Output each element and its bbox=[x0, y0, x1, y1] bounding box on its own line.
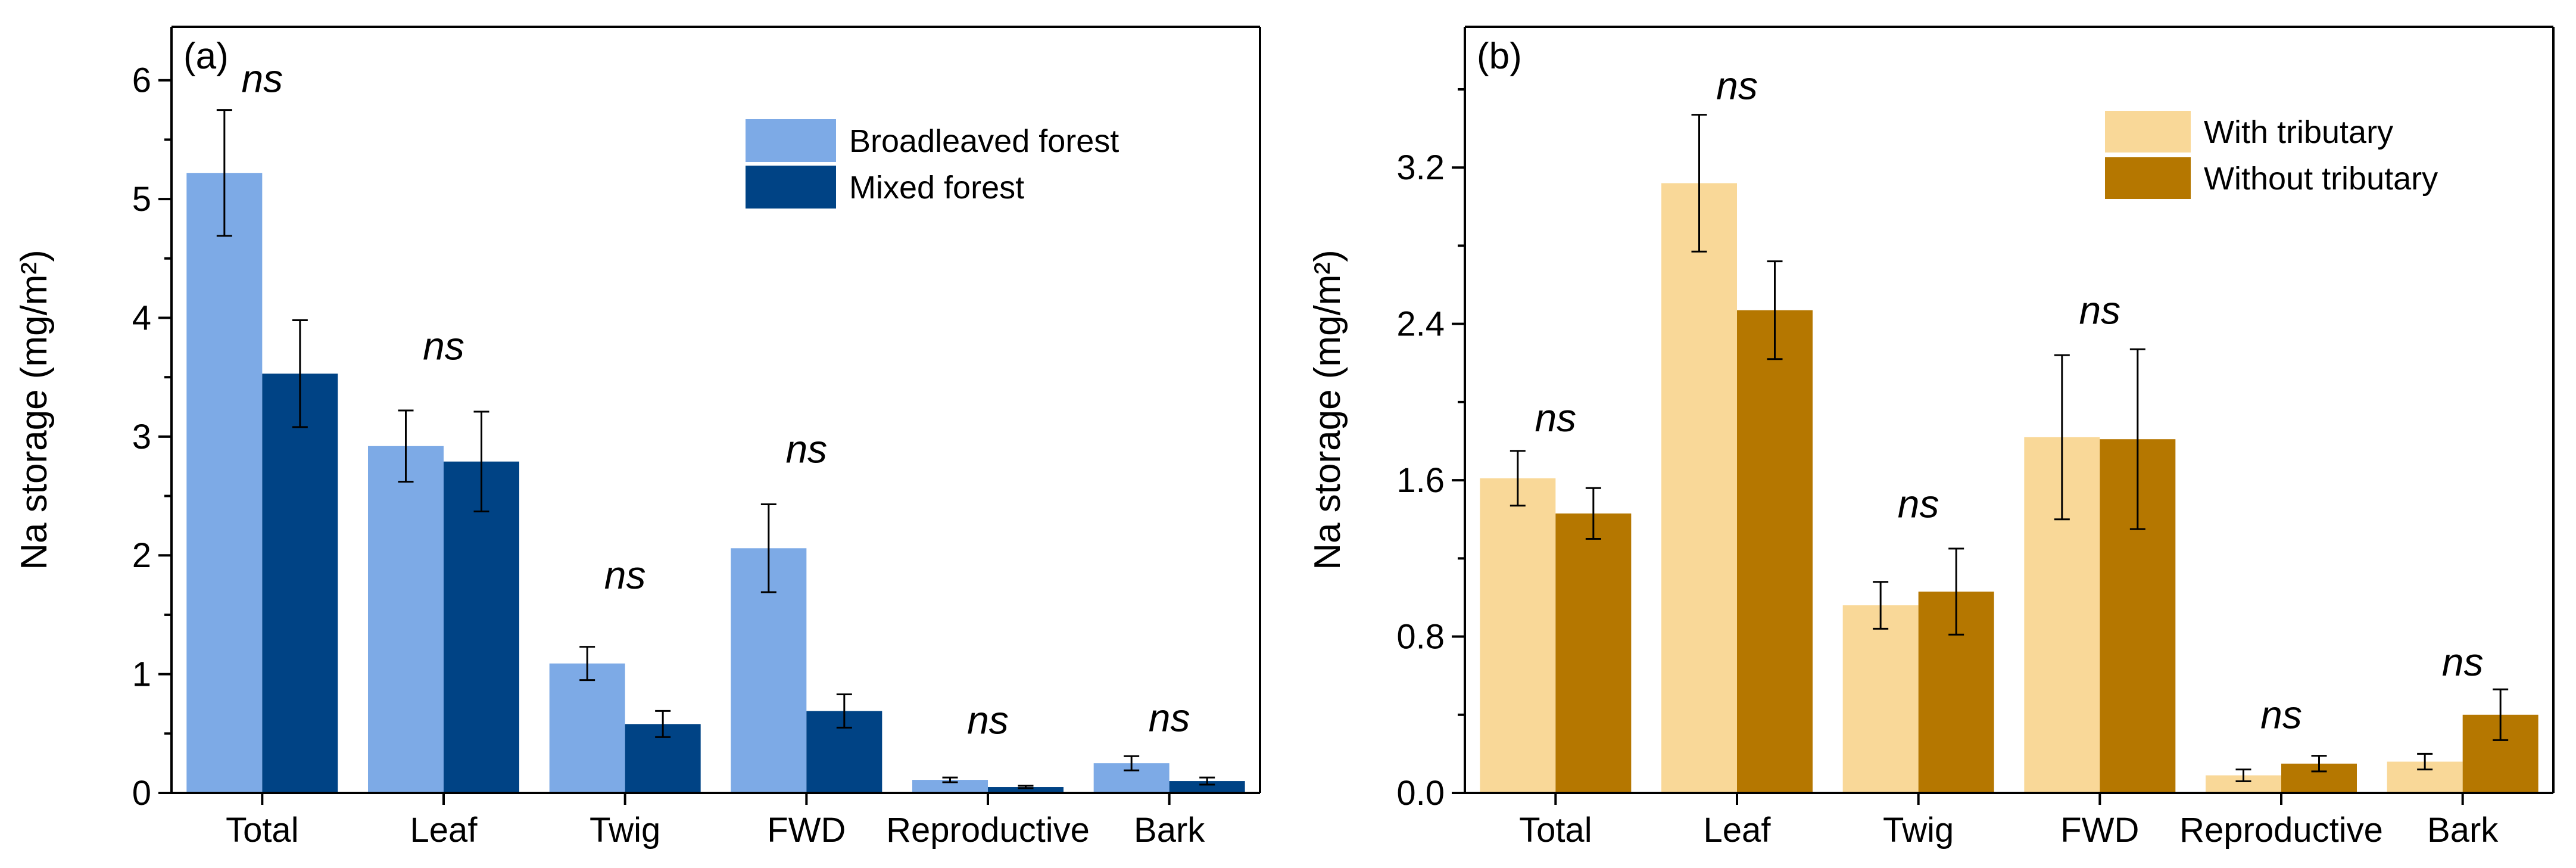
series-0 bbox=[186, 109, 1170, 794]
legend-swatch bbox=[746, 166, 836, 209]
significance-label: ns bbox=[1898, 481, 1939, 525]
significance-label: ns bbox=[1716, 63, 1758, 107]
x-tick-label: Bark bbox=[1134, 811, 1205, 850]
y-tick-label: 1 bbox=[132, 655, 151, 694]
significance-label: ns bbox=[1535, 396, 1576, 440]
y-tick-label: 0.0 bbox=[1396, 774, 1445, 813]
x-tick-label: Leaf bbox=[1704, 811, 1772, 850]
legend-label: Mixed forest bbox=[849, 170, 1024, 206]
series-0 bbox=[1480, 114, 2463, 793]
x-tick-label: Twig bbox=[1883, 811, 1954, 850]
y-tick-label: 3 bbox=[132, 418, 151, 456]
legend-label: Broadleaved forest bbox=[849, 123, 1119, 159]
x-tick-label: Reproductive bbox=[2179, 811, 2383, 850]
x-tick-label: FWD bbox=[2060, 811, 2139, 850]
x-tick-label: FWD bbox=[767, 811, 846, 850]
series-1 bbox=[1555, 260, 2538, 793]
y-tick-label: 4 bbox=[132, 298, 151, 337]
y-tick-label: 2.4 bbox=[1396, 305, 1445, 344]
series-1 bbox=[262, 319, 1245, 793]
significance-label: ns bbox=[241, 57, 283, 101]
x-tick-label: Total bbox=[226, 811, 299, 850]
y-tick-label: 0 bbox=[132, 774, 151, 813]
panel-label: (a) bbox=[183, 36, 229, 77]
legend: Broadleaved forest Mixed forest bbox=[746, 119, 1119, 209]
bar bbox=[1661, 183, 1737, 793]
legend: With tributary Without tributary bbox=[2105, 111, 2438, 199]
bar bbox=[1842, 605, 1919, 793]
significance-label: ns bbox=[785, 427, 827, 471]
x-tick-label: Leaf bbox=[410, 811, 478, 850]
bar bbox=[549, 663, 625, 793]
y-tick-label: 5 bbox=[132, 180, 151, 219]
significance-label: ns bbox=[423, 323, 464, 368]
y-tick-label: 6 bbox=[132, 61, 151, 100]
y-axis-title: Na storage (mg/m²) bbox=[14, 250, 55, 570]
bar bbox=[1169, 781, 1245, 793]
x-tick-label: Bark bbox=[2427, 811, 2499, 850]
x-tick-label: Total bbox=[1519, 811, 1592, 850]
y-axis-title: Na storage (mg/m²) bbox=[1307, 250, 1348, 570]
panel-a-bar-chart: ns ns ns ns ns ns 0 1 2 3 4 5 6 Total Leaf Twig FWD Repro… bbox=[14, 26, 1261, 850]
bar bbox=[186, 173, 263, 794]
y-tick-label: 1.6 bbox=[1396, 461, 1445, 500]
y-tick-label: 3.2 bbox=[1396, 148, 1445, 187]
y-tick-label: 2 bbox=[132, 536, 151, 575]
legend-swatch bbox=[746, 119, 836, 162]
bar bbox=[988, 787, 1064, 793]
significance-label: ns bbox=[2260, 693, 2302, 737]
x-tick-label: Twig bbox=[590, 811, 660, 850]
legend-swatch bbox=[2105, 157, 2191, 199]
significance-label: ns bbox=[604, 553, 646, 597]
bar bbox=[912, 780, 988, 793]
legend-swatch bbox=[2105, 111, 2191, 153]
x-tick-label: Reproductive bbox=[886, 811, 1090, 850]
panel-b-bar-chart: ns ns ns ns ns ns 0.0 0.8 1.6 2.4 3.2 Total Leaf Twig… bbox=[1307, 26, 2555, 850]
legend-label: With tributary bbox=[2204, 114, 2393, 150]
significance-label: ns bbox=[1149, 695, 1190, 739]
significance-label: ns bbox=[2442, 640, 2484, 684]
y-tick-label: 0.8 bbox=[1396, 618, 1445, 657]
panel-label: (b) bbox=[1477, 36, 1522, 77]
legend-label: Without tributary bbox=[2204, 161, 2438, 197]
bar bbox=[1737, 310, 1813, 793]
bar bbox=[1555, 513, 1632, 793]
bar bbox=[1480, 478, 1556, 793]
bar bbox=[444, 461, 519, 793]
significance-label: ns bbox=[967, 698, 1009, 742]
bar bbox=[368, 446, 444, 793]
significance-label: ns bbox=[2079, 288, 2120, 332]
bar bbox=[262, 374, 338, 793]
